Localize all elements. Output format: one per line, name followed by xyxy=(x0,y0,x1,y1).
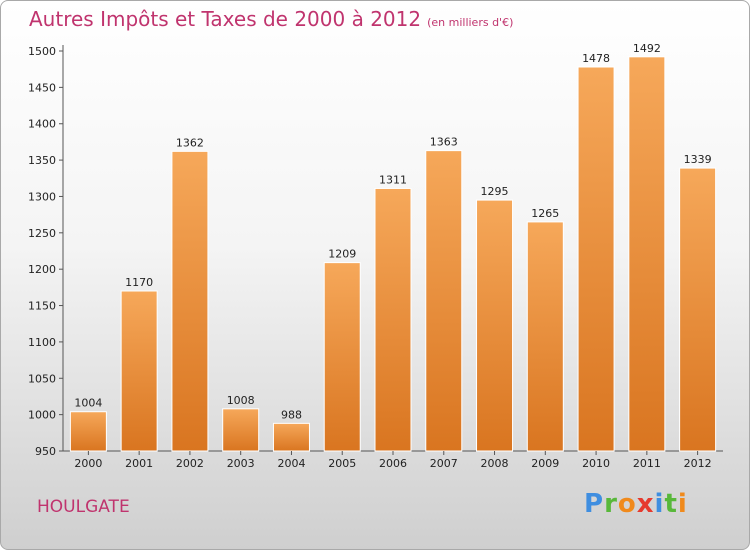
bar-2001 xyxy=(120,290,158,452)
x-tick-label-2011: 2011 xyxy=(633,457,661,470)
bar-2003 xyxy=(222,408,260,452)
bar-2008 xyxy=(476,199,514,452)
bar-2005 xyxy=(323,262,361,452)
y-tick-label: 1000 xyxy=(28,409,56,422)
y-tick-label: 1500 xyxy=(28,45,56,58)
y-tick-label: 950 xyxy=(35,445,56,458)
x-tick-label-2000: 2000 xyxy=(74,457,102,470)
proxiti-logo: Proxiti xyxy=(584,489,688,519)
data-label-2001: 1170 xyxy=(125,276,153,289)
data-label-2004: 988 xyxy=(281,408,302,421)
x-tick-label-2012: 2012 xyxy=(684,457,712,470)
data-label-2012: 1339 xyxy=(684,153,712,166)
x-tick-label-2010: 2010 xyxy=(582,457,610,470)
logo-letter: i xyxy=(677,489,688,519)
data-label-2010: 1478 xyxy=(582,52,610,65)
data-label-2006: 1311 xyxy=(379,173,407,186)
chart-title: Autres Impôts et Taxes de 2000 à 2012 (en… xyxy=(29,7,513,31)
bar-2006 xyxy=(374,187,412,452)
data-label-2003: 1008 xyxy=(227,394,255,407)
logo-letter: x xyxy=(636,489,655,519)
data-label-2005: 1209 xyxy=(328,248,356,261)
logo-letter: o xyxy=(617,489,637,519)
bar-2007 xyxy=(425,150,463,452)
x-tick-label-2008: 2008 xyxy=(481,457,509,470)
y-tick-label: 1300 xyxy=(28,190,56,203)
x-tick-label-2006: 2006 xyxy=(379,457,407,470)
x-tick-label-2003: 2003 xyxy=(227,457,255,470)
y-tick-label: 1350 xyxy=(28,154,56,167)
bar-2002 xyxy=(171,150,209,452)
bar-2012 xyxy=(679,167,717,452)
bar-2011 xyxy=(628,56,666,452)
x-tick-label-2005: 2005 xyxy=(328,457,356,470)
logo-letter: P xyxy=(584,489,605,519)
x-tick-label-2009: 2009 xyxy=(531,457,559,470)
location-label: HOULGATE xyxy=(37,497,130,517)
bar-2000 xyxy=(69,411,107,452)
chart-title-text: Autres Impôts et Taxes de 2000 à 2012 xyxy=(29,7,422,31)
bar-2004 xyxy=(272,422,310,452)
logo-letter: t xyxy=(664,489,678,519)
x-tick-label-2007: 2007 xyxy=(430,457,458,470)
y-tick-label: 1050 xyxy=(28,372,56,385)
data-label-2008: 1295 xyxy=(481,185,509,198)
y-tick-label: 1400 xyxy=(28,118,56,131)
data-label-2002: 1362 xyxy=(176,136,204,149)
bar-2009 xyxy=(526,221,564,452)
y-tick-label: 1150 xyxy=(28,300,56,313)
bar-2010 xyxy=(577,66,615,452)
data-label-2000: 1004 xyxy=(74,397,102,410)
data-label-2007: 1363 xyxy=(430,136,458,149)
y-tick-label: 1250 xyxy=(28,227,56,240)
y-tick-label: 1200 xyxy=(28,263,56,276)
x-tick-label-2004: 2004 xyxy=(277,457,305,470)
data-label-2011: 1492 xyxy=(633,42,661,55)
data-label-2009: 1265 xyxy=(531,207,559,220)
logo-letter: i xyxy=(654,489,665,519)
y-tick-label: 1450 xyxy=(28,81,56,94)
x-tick-label-2001: 2001 xyxy=(125,457,153,470)
chart-title-unit: (en milliers d'€) xyxy=(427,16,514,29)
x-tick-label-2002: 2002 xyxy=(176,457,204,470)
logo-letter: r xyxy=(604,489,618,519)
y-tick-label: 1100 xyxy=(28,336,56,349)
